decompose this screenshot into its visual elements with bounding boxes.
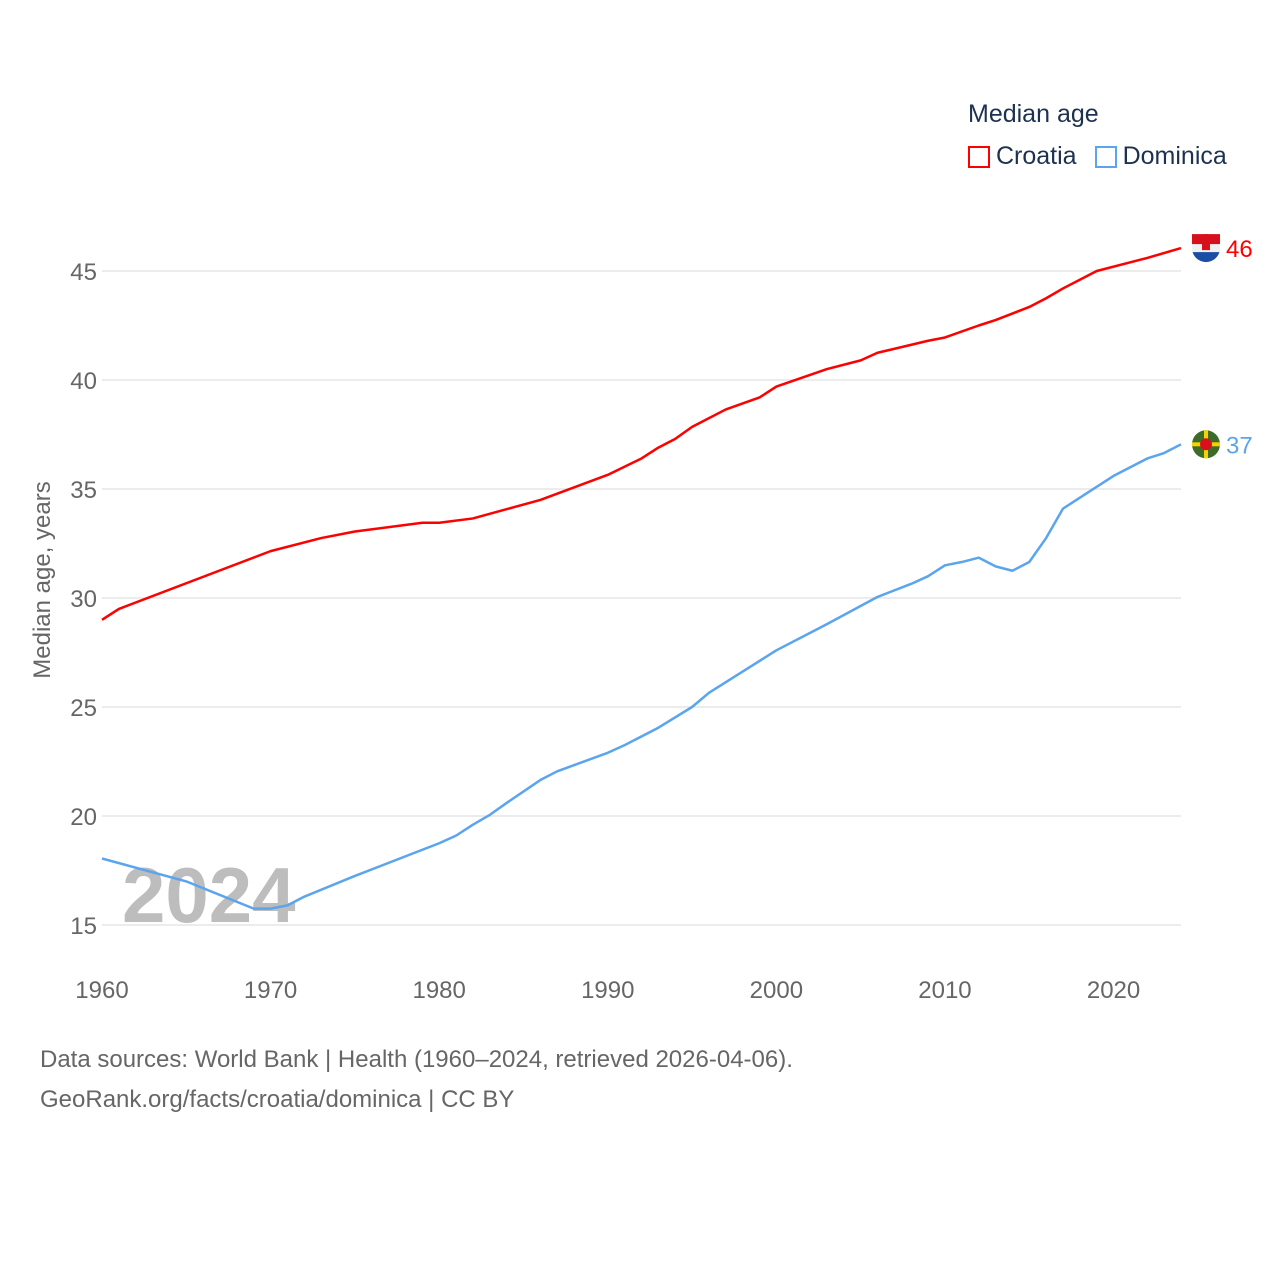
- legend-swatch-dominica: [1094, 145, 1117, 168]
- footer-sources: Data sources: World Bank | Health (1960–…: [40, 1046, 793, 1073]
- legend-title: Median age: [968, 100, 1099, 128]
- x-tick-label: 2010: [918, 977, 971, 1004]
- series-line-dominica: [101, 443, 1182, 910]
- end-label-croatia: 46: [1226, 236, 1253, 263]
- year-watermark: 2024: [122, 851, 296, 939]
- x-tick-label: 1990: [581, 977, 634, 1004]
- footer-link[interactable]: GeoRank.org/facts/croatia/dominica | CC …: [40, 1086, 515, 1113]
- legend-label-dominica: Dominica: [1122, 142, 1227, 170]
- series-line-croatia: [101, 246, 1182, 621]
- x-tick-label: 2020: [1087, 977, 1140, 1004]
- y-tick-label: 30: [70, 586, 97, 613]
- x-tick-label: 1960: [75, 977, 128, 1004]
- y-tick-label: 35: [70, 477, 97, 504]
- legend-swatch-croatia: [968, 145, 990, 168]
- flag-shield: [1202, 240, 1210, 251]
- legend-item-dominica[interactable]: Dominica: [1094, 142, 1227, 171]
- x-tick-label: 1970: [244, 977, 297, 1004]
- legend-item-croatia[interactable]: Croatia: [968, 142, 1077, 171]
- x-tick-label: 1980: [412, 977, 465, 1004]
- legend: Croatia Dominica: [968, 142, 1227, 171]
- y-tick-label: 40: [70, 368, 97, 395]
- flag-disc: [1200, 438, 1212, 451]
- y-tick-label: 25: [70, 695, 97, 722]
- x-tick-label: 2000: [750, 977, 803, 1004]
- y-axis-label: Median age, years: [29, 481, 56, 678]
- end-label-dominica: 37: [1226, 432, 1253, 459]
- y-tick-label: 20: [70, 804, 97, 831]
- y-tick-label: 15: [70, 913, 97, 940]
- y-tick-label: 45: [70, 259, 97, 286]
- legend-label-croatia: Croatia: [996, 142, 1077, 170]
- flag-stripe: [1192, 234, 1220, 245]
